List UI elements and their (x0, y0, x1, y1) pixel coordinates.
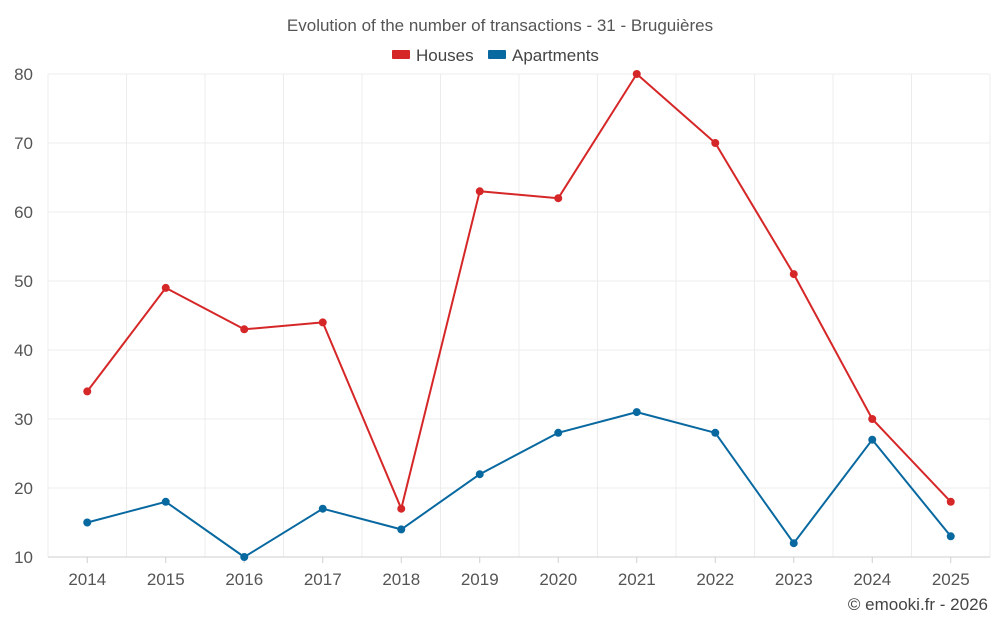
y-tick-label: 80 (14, 65, 33, 84)
grid-lines (47, 73, 991, 557)
legend-item-apartments[interactable]: Apartments (488, 46, 599, 65)
data-point-houses[interactable] (711, 139, 720, 147)
x-tick-label: 2014 (68, 570, 106, 589)
data-point-houses[interactable] (83, 387, 92, 396)
legend-swatch-apartments (488, 50, 506, 59)
data-point-houses[interactable] (397, 504, 406, 513)
data-point-apartments[interactable] (397, 525, 406, 534)
data-point-apartments[interactable] (554, 428, 563, 437)
credit-text: © emooki.fr - 2026 (848, 595, 988, 614)
y-tick-label: 60 (14, 203, 33, 222)
chart-title: Evolution of the number of transactions … (287, 16, 713, 35)
data-point-houses[interactable] (240, 325, 249, 334)
legend-label-apartments: Apartments (512, 46, 599, 65)
series-line-apartments (86, 411, 952, 558)
y-tick-label: 20 (14, 479, 33, 498)
legend-label-houses: Houses (416, 46, 474, 65)
series-line-houses (86, 73, 952, 510)
data-point-houses[interactable] (632, 70, 641, 78)
series-houses (83, 70, 955, 513)
x-tick-label: 2025 (932, 570, 970, 589)
tick-labels: 10 20 30 40 50 60 70 80 2014 2015 2016 2017 2018 2019… (14, 65, 970, 589)
data-point-apartments[interactable] (475, 470, 484, 479)
data-point-houses[interactable] (868, 415, 877, 423)
data-point-apartments[interactable] (789, 539, 798, 548)
y-tick-label: 10 (14, 548, 33, 567)
data-point-houses[interactable] (554, 194, 563, 203)
data-point-apartments[interactable] (632, 408, 641, 417)
series-apartments (83, 408, 955, 561)
x-tick-label: 2015 (147, 570, 185, 589)
y-tick-label: 70 (14, 134, 33, 153)
data-point-apartments[interactable] (318, 504, 327, 513)
x-tick-label: 2022 (696, 570, 734, 589)
x-tick-label: 2020 (539, 570, 577, 589)
data-point-houses[interactable] (946, 497, 955, 506)
data-point-houses[interactable] (789, 270, 798, 279)
data-point-apartments[interactable] (83, 518, 92, 527)
x-tick-label: 2016 (225, 570, 263, 589)
x-tick-label: 2024 (853, 570, 891, 589)
data-point-apartments[interactable] (240, 553, 249, 561)
data-point-houses[interactable] (161, 283, 170, 292)
data-point-apartments[interactable] (868, 435, 877, 444)
x-tick-label: 2018 (382, 570, 420, 589)
data-point-apartments[interactable] (711, 428, 720, 437)
y-tick-label: 30 (14, 410, 33, 429)
legend-swatch-houses (392, 50, 410, 59)
x-tick-label: 2021 (618, 570, 656, 589)
axes (48, 556, 990, 563)
data-point-houses[interactable] (475, 187, 484, 196)
legend-item-houses[interactable]: Houses (392, 46, 474, 65)
series (83, 70, 955, 561)
data-point-apartments[interactable] (946, 532, 955, 541)
x-tick-label: 2023 (775, 570, 813, 589)
x-tick-label: 2019 (461, 570, 499, 589)
x-tick-label: 2017 (304, 570, 342, 589)
data-point-apartments[interactable] (161, 497, 170, 506)
data-point-houses[interactable] (318, 318, 327, 327)
y-tick-label: 40 (14, 341, 33, 360)
legend: Houses Apartments (392, 46, 599, 65)
y-tick-label: 50 (14, 272, 33, 291)
